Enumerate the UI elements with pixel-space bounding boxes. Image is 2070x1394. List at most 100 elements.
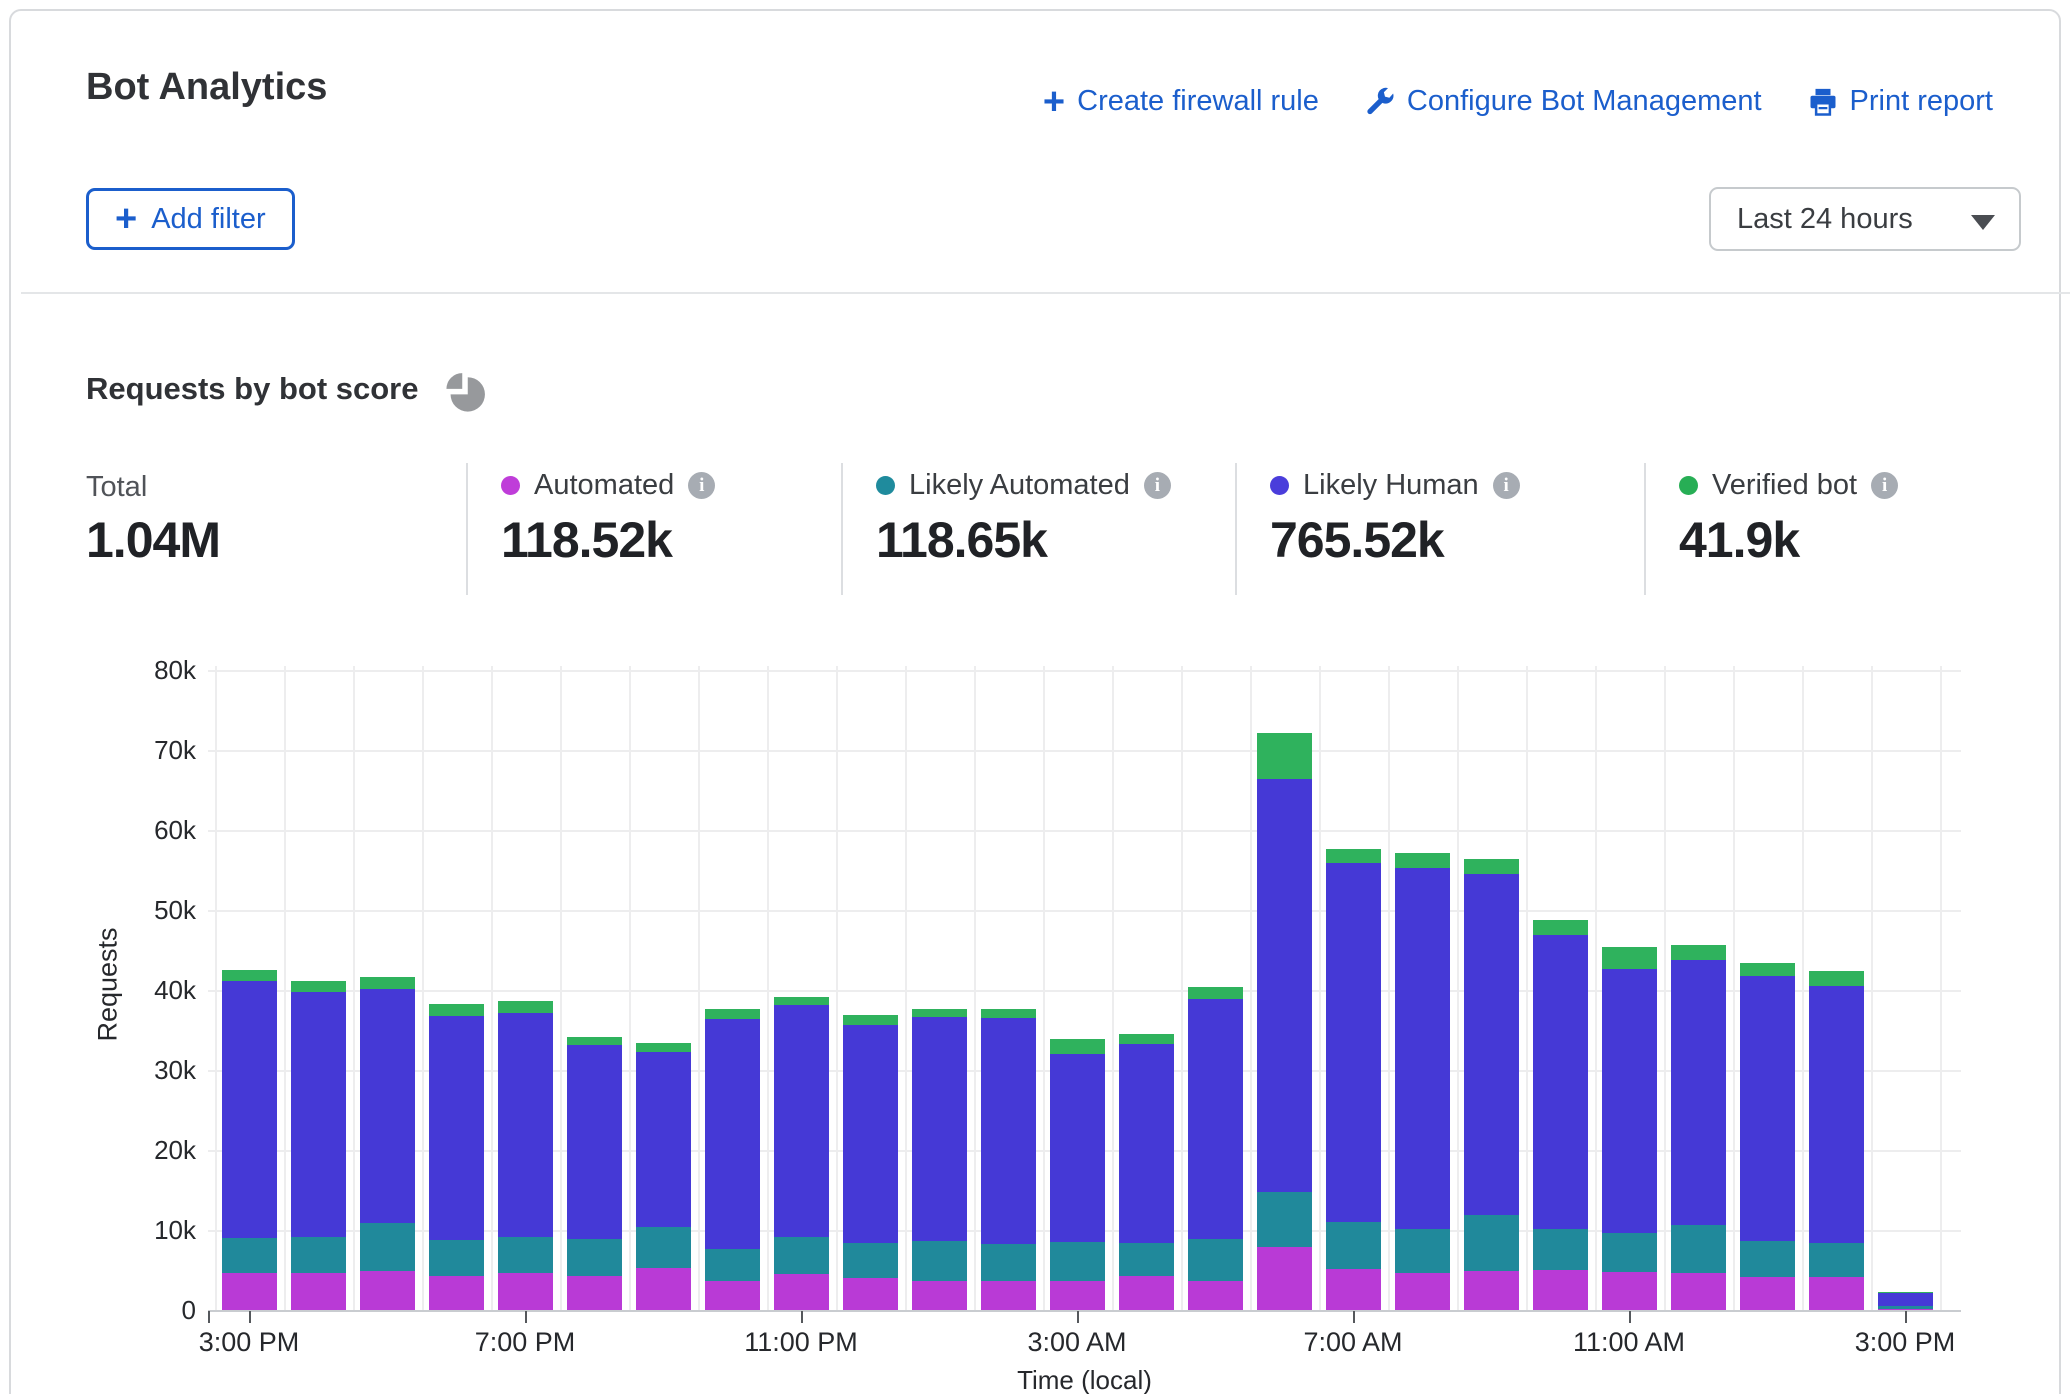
- segment-verified-bot: [1049, 1039, 1105, 1055]
- segment-likely-human: [1463, 874, 1519, 1215]
- segment-likely-human: [635, 1051, 691, 1227]
- segment-automated: [290, 1272, 346, 1311]
- segment-automated: [1532, 1270, 1588, 1311]
- gridline: [559, 666, 562, 1311]
- add-filter-label: Add filter: [151, 202, 266, 235]
- gridline: [1111, 666, 1114, 1311]
- segment-verified-bot: [1394, 852, 1450, 868]
- bar-700AM-16[interactable]: [1325, 848, 1381, 1311]
- segment-automated: [1739, 1277, 1795, 1311]
- segment-likely-human: [359, 989, 415, 1223]
- bar-900AM-18[interactable]: [1463, 859, 1519, 1311]
- segment-automated: [497, 1273, 553, 1311]
- x-axis-title: Time (local): [1017, 1365, 1152, 1394]
- segment-likely-automated: [911, 1240, 967, 1282]
- segment-automated: [704, 1281, 760, 1311]
- info-icon[interactable]: i: [1143, 472, 1171, 499]
- segment-verified-bot: [1325, 848, 1381, 863]
- bar-700PM-4[interactable]: [497, 1001, 553, 1311]
- bar-200PM-23[interactable]: [1808, 971, 1864, 1311]
- segment-verified-bot: [1877, 1291, 1933, 1293]
- create-firewall-rule-label: Create firewall rule: [1077, 85, 1319, 117]
- bar-400PM-1[interactable]: [290, 981, 346, 1311]
- gridline: [1318, 666, 1321, 1311]
- segment-verified-bot: [1808, 971, 1864, 987]
- section-title: Requests by bot score: [86, 371, 419, 406]
- segment-likely-human: [1049, 1054, 1105, 1243]
- segment-likely-human: [842, 1024, 898, 1244]
- segment-likely-human: [1256, 778, 1312, 1192]
- bar-500AM-14[interactable]: [1187, 987, 1243, 1311]
- gridline: [352, 666, 355, 1311]
- segment-likely-automated: [1187, 1239, 1243, 1281]
- segment-likely-automated: [497, 1237, 553, 1274]
- segment-automated: [842, 1278, 898, 1311]
- bar-800AM-17[interactable]: [1394, 852, 1450, 1311]
- info-icon[interactable]: i: [1871, 472, 1899, 499]
- bar-300AM-12[interactable]: [1049, 1039, 1105, 1311]
- create-firewall-rule-link[interactable]: + Create firewall rule: [1043, 83, 1319, 121]
- add-filter-button[interactable]: + Add filter: [86, 188, 295, 250]
- stat-likely-human-value: 765.52k: [1270, 512, 1445, 568]
- y-axis-tick-label: 20k: [154, 1135, 196, 1165]
- segment-likely-automated: [1049, 1242, 1105, 1281]
- bar-1100AM-20[interactable]: [1601, 947, 1657, 1311]
- info-icon[interactable]: i: [688, 472, 716, 499]
- x-axis-line: [208, 1310, 1961, 1312]
- segment-verified-bot: [428, 1003, 484, 1016]
- bar-1000PM-7[interactable]: [704, 1009, 760, 1311]
- x-axis-tick-label: 3:00 PM: [198, 1327, 300, 1357]
- print-report-link[interactable]: Print report: [1808, 85, 1993, 118]
- x-axis-tick-label: 7:00 AM: [1303, 1327, 1403, 1357]
- plus-icon: +: [115, 198, 138, 240]
- x-axis-tick: [249, 1311, 251, 1323]
- bar-300PM-0[interactable]: [221, 970, 277, 1311]
- bar-1200AM-9[interactable]: [842, 1015, 898, 1311]
- stat-total-label: Total: [86, 471, 148, 503]
- bar-600PM-3[interactable]: [428, 1003, 484, 1311]
- stat-likely-automated: Likely Automated i: [876, 469, 1171, 502]
- segment-likely-automated: [1532, 1228, 1588, 1271]
- pie-chart-icon: [443, 371, 487, 420]
- bar-500PM-2[interactable]: [359, 977, 415, 1311]
- segment-likely-automated: [1808, 1242, 1864, 1277]
- segment-likely-human: [1394, 867, 1450, 1230]
- bar-300PM-24[interactable]: [1877, 1291, 1933, 1311]
- bar-100AM-10[interactable]: [911, 1008, 967, 1311]
- gridline: [1456, 666, 1459, 1311]
- segment-automated: [773, 1274, 829, 1311]
- bar-800PM-5[interactable]: [566, 1036, 622, 1311]
- segment-automated: [428, 1275, 484, 1311]
- segment-likely-human: [1325, 862, 1381, 1223]
- segment-likely-human: [428, 1015, 484, 1240]
- time-range-dropdown[interactable]: Last 24 hours: [1709, 187, 2021, 251]
- bar-900PM-6[interactable]: [635, 1043, 691, 1311]
- bar-1200PM-21[interactable]: [1670, 945, 1726, 1311]
- bar-100PM-22[interactable]: [1739, 963, 1795, 1311]
- segment-automated: [1463, 1270, 1519, 1311]
- configure-bot-management-link[interactable]: Configure Bot Management: [1365, 85, 1762, 118]
- gridline: [1870, 666, 1873, 1311]
- segment-likely-human: [1532, 934, 1588, 1229]
- y-axis-tick-label: 50k: [154, 895, 196, 925]
- y-axis-tick-label: 80k: [154, 655, 196, 685]
- bar-600AM-15[interactable]: [1256, 733, 1312, 1311]
- stat-total: Total: [86, 471, 147, 504]
- gridline: [208, 830, 1961, 832]
- gridline: [208, 990, 1961, 992]
- x-axis-tick: [1905, 1311, 1907, 1323]
- segment-likely-automated: [428, 1239, 484, 1276]
- segment-likely-automated: [1601, 1233, 1657, 1272]
- stat-likely-automated-label: Likely Automated: [909, 469, 1130, 501]
- segment-verified-bot: [566, 1036, 622, 1046]
- segment-automated: [1394, 1272, 1450, 1311]
- gridline: [421, 666, 424, 1311]
- bar-1000AM-19[interactable]: [1532, 919, 1588, 1311]
- info-icon[interactable]: i: [1492, 472, 1520, 499]
- bar-1100PM-8[interactable]: [773, 997, 829, 1311]
- segment-likely-automated: [1325, 1222, 1381, 1270]
- bar-200AM-11[interactable]: [980, 1009, 1036, 1311]
- bar-400AM-13[interactable]: [1118, 1034, 1174, 1311]
- automated-legend-dot: [501, 476, 520, 495]
